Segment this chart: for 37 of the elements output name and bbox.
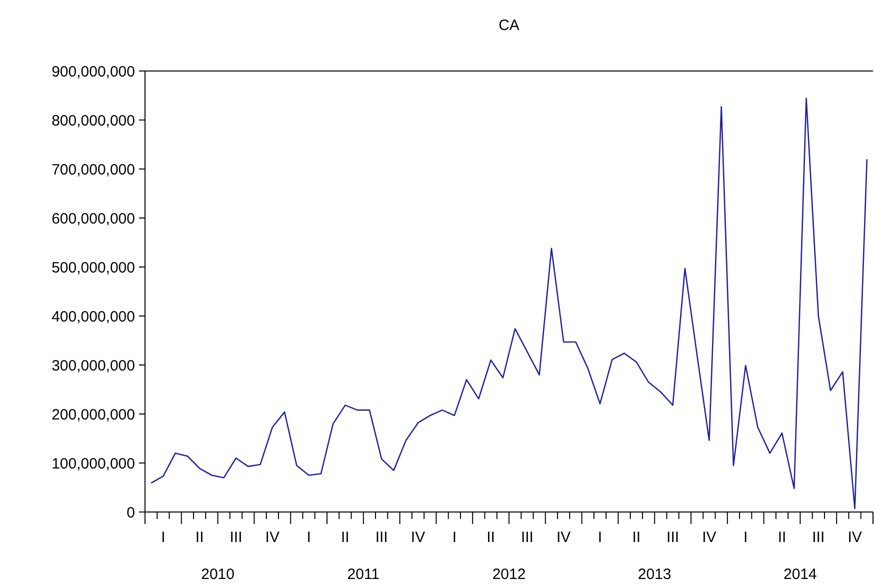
x-tick-label: II — [341, 529, 350, 546]
x-tick-label: III — [812, 529, 825, 546]
x-tick-label: III — [230, 529, 242, 546]
x-tick-label: II — [778, 529, 786, 546]
x-tick-label: I — [744, 529, 748, 546]
y-tick-label: 0 — [126, 504, 135, 522]
y-tick-label: 200,000,000 — [52, 406, 135, 424]
line-series — [150, 98, 868, 510]
x-tick-label: IV — [702, 529, 716, 546]
x-tick-label: IV — [848, 529, 862, 546]
y-tick-label: 700,000,000 — [52, 161, 135, 178]
x-tick-label: IV — [410, 529, 426, 546]
y-tick-label: 100,000,000 — [52, 455, 135, 472]
text: 2010 — [201, 566, 234, 583]
x-tick-label: IV — [265, 529, 280, 546]
x-tick-label: II — [486, 529, 495, 546]
x-tick-label: IV — [556, 529, 571, 546]
x-tick-label: I — [161, 529, 166, 546]
x-tick-label: I — [452, 529, 456, 546]
y-tick-label: 300,000,000 — [52, 357, 135, 374]
x-tick-label: III — [520, 529, 534, 546]
x-tick-label: III — [375, 529, 388, 546]
x-tick-label: I — [598, 529, 602, 546]
text: 2014 — [784, 566, 817, 583]
x-tick-label: II — [632, 529, 641, 546]
x-tick-label: I — [306, 529, 311, 546]
y-tick-label: 900,000,000 — [52, 63, 135, 80]
text: 2011 — [347, 566, 380, 583]
x-tick-label: II — [195, 529, 204, 546]
y-tick-label: 600,000,000 — [52, 210, 135, 228]
y-tick-label: 500,000,000 — [52, 259, 135, 276]
x-tick-label: III — [666, 529, 680, 546]
text: 2012 — [492, 566, 526, 583]
y-tick-label: 800,000,000 — [52, 112, 135, 130]
y-tick-label: 400,000,000 — [52, 308, 135, 326]
text: 2013 — [638, 566, 672, 583]
chart-title: CA — [498, 17, 520, 34]
